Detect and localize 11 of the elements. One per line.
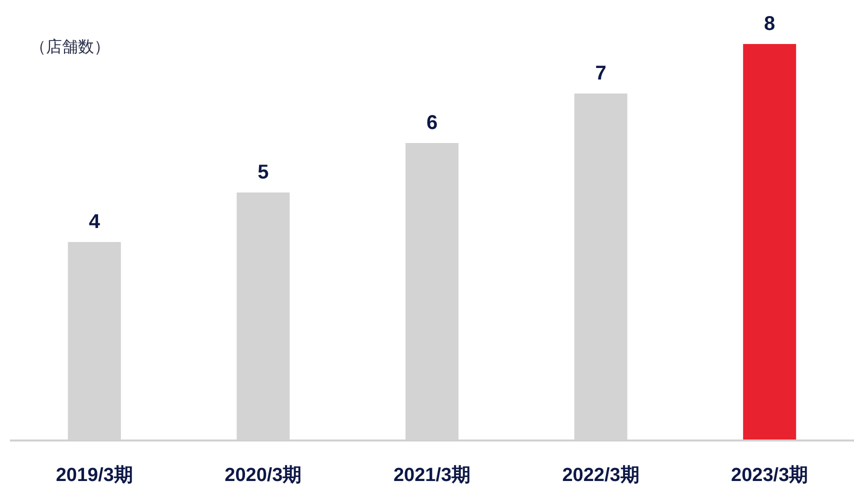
x-tick-label: 2021/3期 [393, 465, 471, 485]
y-axis-title: （店舗数） [30, 38, 110, 56]
data-label: 4 [88, 211, 101, 233]
data-label: 5 [258, 162, 269, 184]
x-tick-label: 2019/3期 [56, 465, 133, 485]
data-label: 7 [595, 62, 606, 84]
data-label: 6 [426, 112, 438, 134]
x-tick-label: 2022/3期 [562, 465, 640, 485]
x-tick-label: 2020/3期 [224, 465, 302, 485]
x-tick-label: 2023/3期 [731, 465, 808, 485]
data-label: 8 [764, 13, 776, 35]
